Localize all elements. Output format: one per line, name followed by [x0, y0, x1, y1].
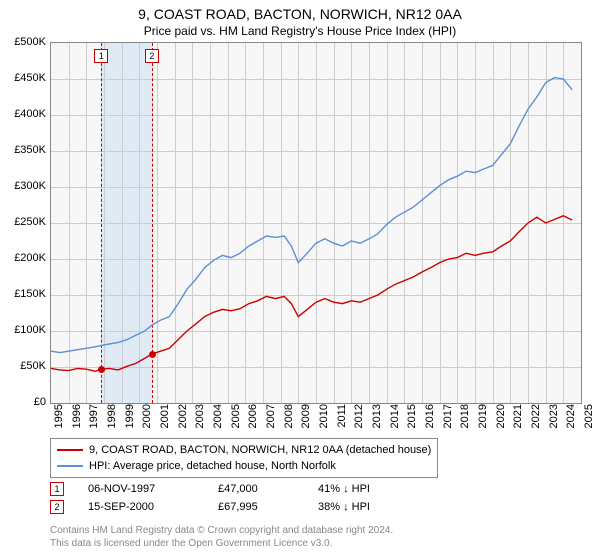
- license-text: Contains HM Land Registry data © Crown c…: [50, 524, 393, 550]
- xtick-label: 1998: [106, 404, 118, 428]
- xtick-label: 2001: [159, 404, 171, 428]
- ytick-label: £500K: [0, 36, 46, 48]
- x-axis: 1995 1996 1997 1998 1999 2000 2001 2002 2003 2004…: [50, 402, 580, 436]
- xtick-label: 2006: [247, 404, 259, 428]
- chart-title: 9, COAST ROAD, BACTON, NORWICH, NR12 0AA: [0, 6, 600, 22]
- legend-swatch: [57, 449, 83, 451]
- xtick-label: 1996: [71, 404, 83, 428]
- xtick-label: 2019: [477, 404, 489, 428]
- event-date: 06-NOV-1997: [88, 483, 198, 495]
- event-marker-box: 1: [50, 482, 64, 496]
- series-line: [51, 78, 572, 353]
- license-line1: Contains HM Land Registry data © Crown c…: [50, 524, 393, 537]
- ytick-label: £50K: [0, 360, 46, 372]
- events-table: 1 06-NOV-1997 £47,000 41% ↓ HPI 2 15-SEP-2000…: [50, 480, 370, 516]
- legend: 9, COAST ROAD, BACTON, NORWICH, NR12 0AA…: [50, 438, 438, 478]
- xtick-label: 2023: [548, 404, 560, 428]
- xtick-label: 2025: [583, 404, 595, 428]
- plot-area: 12: [50, 42, 582, 404]
- legend-label: 9, COAST ROAD, BACTON, NORWICH, NR12 0AA…: [89, 444, 431, 456]
- xtick-label: 2008: [283, 404, 295, 428]
- xtick-label: 2013: [371, 404, 383, 428]
- event-delta: 41% ↓ HPI: [318, 483, 370, 495]
- ytick-label: £150K: [0, 288, 46, 300]
- xtick-label: 2016: [424, 404, 436, 428]
- xtick-label: 2022: [530, 404, 542, 428]
- xtick-label: 2024: [565, 404, 577, 428]
- xtick-label: 2018: [459, 404, 471, 428]
- xtick-label: 2004: [212, 404, 224, 428]
- chart-subtitle: Price paid vs. HM Land Registry's House …: [0, 24, 600, 38]
- xtick-label: 2021: [512, 404, 524, 428]
- xtick-label: 2002: [177, 404, 189, 428]
- events-table-row: 1 06-NOV-1997 £47,000 41% ↓ HPI: [50, 480, 370, 498]
- xtick-label: 2000: [141, 404, 153, 428]
- event-marker-box: 2: [50, 500, 64, 514]
- ytick-label: £200K: [0, 252, 46, 264]
- legend-label: HPI: Average price, detached house, Nort…: [89, 460, 336, 472]
- license-line2: This data is licensed under the Open Gov…: [50, 537, 393, 550]
- xtick-label: 2017: [442, 404, 454, 428]
- xtick-label: 2007: [265, 404, 277, 428]
- xtick-label: 2005: [230, 404, 242, 428]
- xtick-label: 2003: [194, 404, 206, 428]
- ytick-label: £250K: [0, 216, 46, 228]
- ytick-label: £450K: [0, 72, 46, 84]
- event-price: £67,995: [218, 501, 298, 513]
- xtick-label: 1997: [88, 404, 100, 428]
- ytick-label: £100K: [0, 324, 46, 336]
- xtick-label: 2009: [300, 404, 312, 428]
- legend-item: 9, COAST ROAD, BACTON, NORWICH, NR12 0AA…: [57, 442, 431, 458]
- legend-item: HPI: Average price, detached house, Nort…: [57, 458, 431, 474]
- y-axis: £0£50K£100K£150K£200K£250K£300K£350K£400…: [0, 42, 50, 402]
- title-block: 9, COAST ROAD, BACTON, NORWICH, NR12 0AA…: [0, 0, 600, 38]
- series-svg: [51, 43, 581, 403]
- xtick-label: 2010: [318, 404, 330, 428]
- xtick-label: 2012: [353, 404, 365, 428]
- legend-swatch: [57, 465, 83, 467]
- ytick-label: £400K: [0, 108, 46, 120]
- xtick-label: 2020: [495, 404, 507, 428]
- xtick-label: 1999: [124, 404, 136, 428]
- ytick-label: £300K: [0, 180, 46, 192]
- xtick-label: 1995: [53, 404, 65, 428]
- ytick-label: £0: [0, 396, 46, 408]
- events-table-row: 2 15-SEP-2000 £67,995 38% ↓ HPI: [50, 498, 370, 516]
- xtick-label: 2015: [406, 404, 418, 428]
- ytick-label: £350K: [0, 144, 46, 156]
- event-price: £47,000: [218, 483, 298, 495]
- xtick-label: 2011: [336, 404, 348, 428]
- series-line: [51, 216, 572, 371]
- event-date: 15-SEP-2000: [88, 501, 198, 513]
- xtick-label: 2014: [389, 404, 401, 428]
- event-delta: 38% ↓ HPI: [318, 501, 370, 513]
